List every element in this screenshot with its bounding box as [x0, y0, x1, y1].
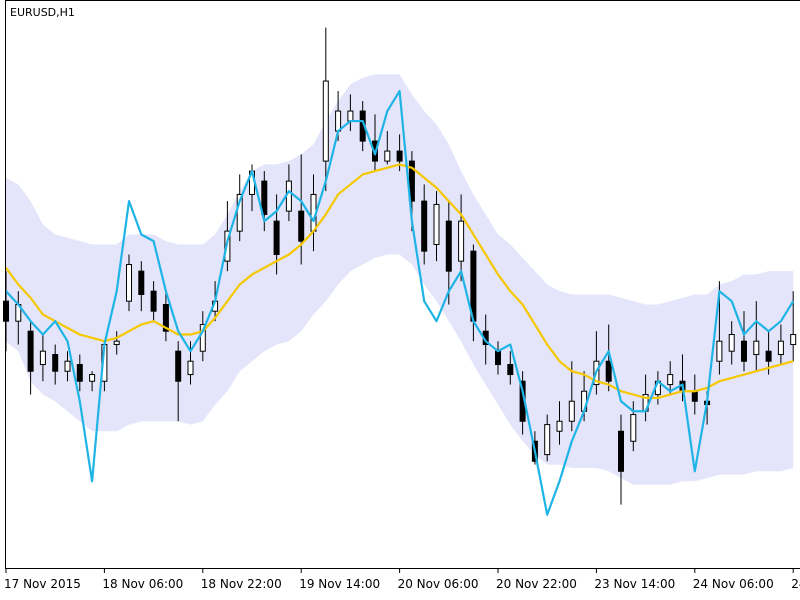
x-tick-label: 17 Nov 2015 — [4, 577, 81, 591]
x-tick-label: 20 Nov 22:00 — [496, 577, 577, 591]
candle-body — [433, 203, 440, 245]
candle-body — [445, 220, 452, 272]
candle-body — [273, 220, 280, 255]
candle-body — [126, 263, 132, 302]
candle-body — [162, 304, 169, 332]
candle-body — [89, 374, 96, 382]
candle-body — [421, 200, 428, 252]
candle-body — [716, 340, 723, 362]
candle-body — [507, 364, 514, 376]
candle-body — [150, 290, 157, 312]
candle-body — [630, 414, 637, 442]
candle-body — [568, 400, 575, 422]
candle-body — [458, 220, 465, 262]
candle-body — [396, 150, 403, 162]
candle-body — [261, 180, 268, 215]
x-tick-label: 20 Nov 06:00 — [398, 577, 479, 591]
x-tick-label: 24 Nov 06:00 — [693, 577, 774, 591]
candle-body — [322, 80, 329, 162]
plot-frame — [5, 0, 800, 569]
candle-body — [138, 270, 145, 296]
candle-body — [777, 340, 784, 356]
candle-body — [408, 160, 415, 202]
candle-body — [187, 360, 194, 376]
candle-body — [544, 424, 551, 456]
x-axis: 17 Nov 2015 18 Nov 06:00 18 Nov 22:00 19 No… — [4, 568, 800, 591]
candle-body — [753, 340, 760, 356]
candle-body — [556, 420, 563, 432]
candle-body — [384, 150, 391, 162]
candle-body — [691, 390, 698, 402]
candle-body — [347, 110, 354, 122]
candle-body — [790, 334, 797, 346]
candle-body — [285, 180, 292, 212]
candle-body — [298, 210, 305, 242]
x-tick-label: 18 Nov 06:00 — [102, 577, 183, 591]
candle-body — [52, 354, 59, 372]
x-tick-label: 19 Nov 14:00 — [299, 577, 380, 591]
candle-body — [765, 350, 772, 362]
candle-body — [113, 340, 120, 346]
candle-body — [76, 364, 83, 382]
indicator-line — [5, 89, 795, 516]
x-tick-label: 18 Nov 22:00 — [201, 577, 282, 591]
candle-body — [64, 360, 71, 372]
candle-body — [495, 350, 501, 366]
indicator-line — [5, 163, 794, 399]
candle-body — [175, 350, 182, 382]
candle-body — [741, 340, 747, 362]
candle-body — [667, 374, 674, 386]
candle-body — [618, 430, 624, 472]
x-tick-label: 23 Nov 14:00 — [594, 577, 675, 591]
x-tick-label: 24 Nov 22:00 — [791, 577, 800, 591]
candle-body — [728, 334, 735, 352]
candle-body — [605, 360, 612, 382]
candle-body — [199, 324, 206, 352]
chart-title: EURUSD,H1 — [10, 6, 75, 19]
candle-body — [335, 110, 342, 132]
plot-area — [3, 27, 797, 516]
candle-body — [27, 330, 34, 372]
candle-body — [39, 350, 46, 366]
